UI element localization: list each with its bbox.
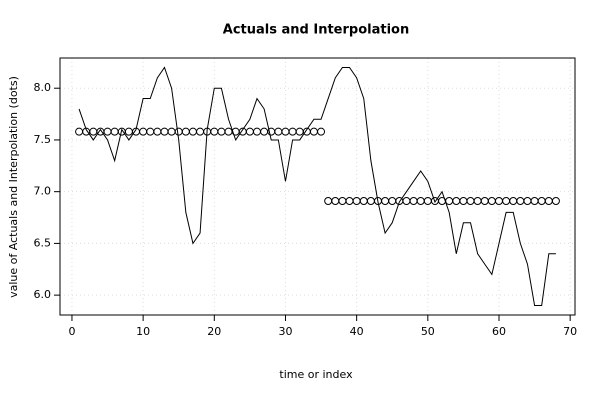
chart-title: Actuals and Interpolation [223, 23, 409, 38]
plot-frame [59, 57, 576, 316]
y-axis-label: value of Actuals and Interpolation (dots… [7, 76, 20, 298]
y-tick-label: 7.0 [34, 185, 52, 198]
interpolation-point [317, 127, 326, 136]
x-axis-label: time or index [279, 368, 353, 381]
x-tick-label: 30 [278, 325, 292, 338]
x-tick-label: 50 [421, 325, 435, 338]
interpolation-point [551, 196, 560, 205]
actuals-line [78, 66, 556, 306]
x-tick-label: 70 [563, 325, 577, 338]
x-tick-label: 20 [207, 325, 221, 338]
x-tick-label: 0 [68, 325, 75, 338]
x-tick-label: 40 [350, 325, 364, 338]
y-tick-label: 7.5 [34, 133, 52, 146]
x-tick-label: 60 [492, 325, 506, 338]
y-tick-label: 8.0 [34, 81, 52, 94]
y-tick-label: 6.0 [34, 288, 52, 301]
x-tick-label: 10 [136, 325, 150, 338]
y-tick-label: 6.5 [34, 236, 52, 249]
